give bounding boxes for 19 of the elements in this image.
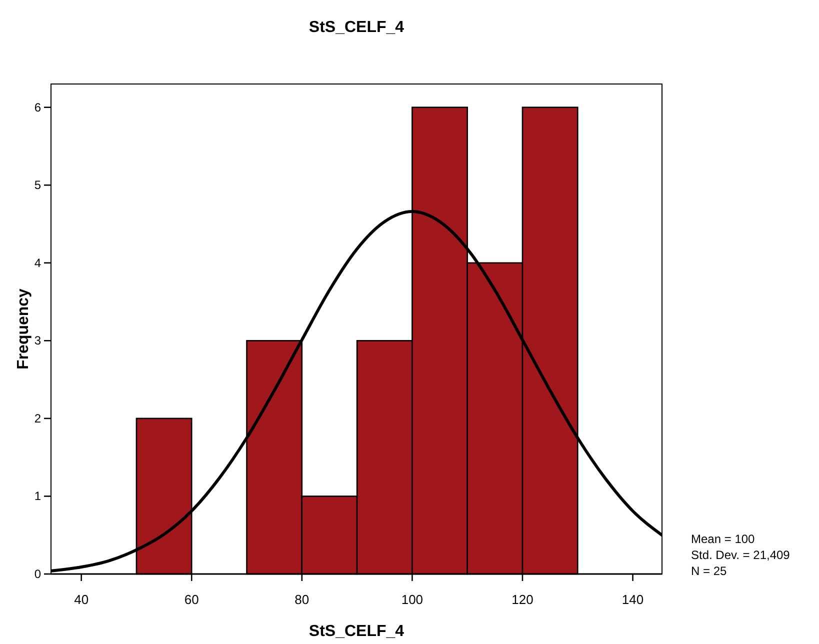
text: Mean = 100: [691, 532, 756, 546]
x-tick-label: 100: [401, 592, 424, 607]
text: Std. Dev. = 21,409: [691, 548, 790, 562]
x-tick-label: 120: [512, 592, 534, 607]
text: N = 25: [691, 564, 728, 578]
y-tick-label: 4: [34, 256, 42, 270]
x-tick-label: 40: [74, 592, 89, 607]
x-axis-title: StS_CELF_4: [308, 623, 404, 640]
x-tick-label: 140: [622, 592, 644, 607]
y-tick-label: 0: [34, 567, 42, 581]
x-tick-label: 60: [184, 592, 199, 607]
y-tick-label: 1: [34, 489, 42, 504]
y-axis-title: Frequency: [15, 288, 32, 370]
chart-title: StS_CELF_4: [308, 19, 404, 36]
y-tick-label: 2: [34, 411, 42, 426]
y-tick-label: 6: [34, 100, 42, 114]
y-tick-label: 3: [34, 334, 42, 348]
y-tick-label: 5: [34, 178, 42, 192]
x-tick-label: 80: [294, 592, 310, 607]
